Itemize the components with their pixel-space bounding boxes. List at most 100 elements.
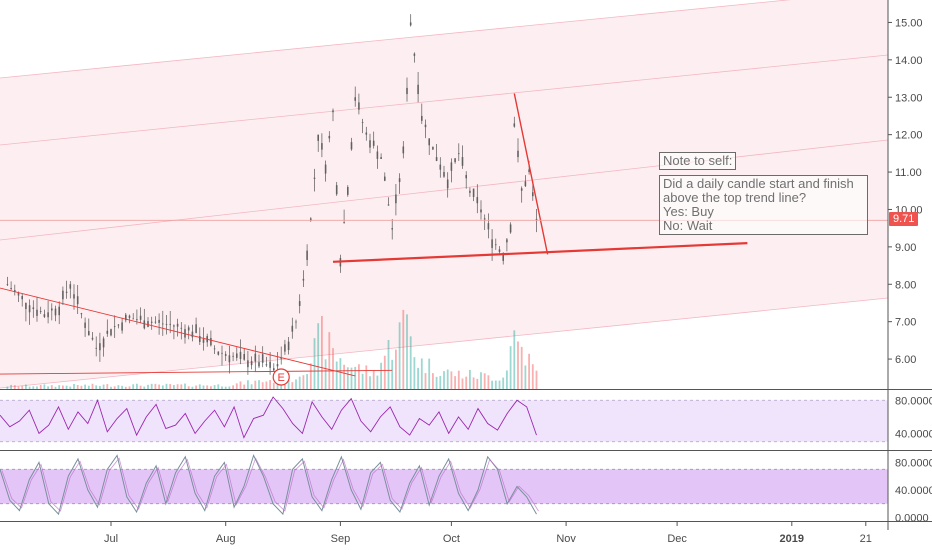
channel-line-2 [0, 139, 889, 241]
candle-body [298, 301, 301, 306]
candle-body [239, 351, 242, 360]
candle-body [25, 302, 27, 310]
support-trend-line [332, 242, 748, 263]
time-tick-label: Jul [104, 533, 118, 545]
volume-bar [272, 382, 275, 389]
time-tick-label: Nov [556, 533, 576, 545]
volume-bar [235, 383, 238, 389]
price-tick-label: 12.00 [895, 130, 923, 142]
candle-body [321, 143, 323, 150]
volume-bar [10, 384, 12, 389]
candle-body [354, 97, 356, 101]
price-tick-label: 11.00 [895, 167, 922, 179]
volume-bar [280, 382, 283, 389]
candle-body [125, 314, 127, 321]
stochastic-k-line [0, 454, 537, 516]
volume-bar [306, 374, 308, 389]
price-tick-label: 13.00 [895, 92, 923, 104]
candle-body [306, 250, 308, 260]
volume-bar [483, 373, 486, 389]
candle-body [369, 140, 371, 148]
volume-bar [13, 385, 16, 389]
candle-body [532, 192, 534, 197]
volume-bar [365, 365, 368, 389]
volume-bar [358, 364, 360, 389]
volume-bar [17, 386, 20, 389]
note-body[interactable]: Did a daily candle start and finish abov… [659, 175, 868, 235]
time-tick-label: 2019 [780, 533, 804, 545]
volume-bar [428, 358, 431, 389]
price-tick-label: 14.00 [895, 55, 923, 67]
volume-bar [354, 366, 357, 389]
candle-body [524, 181, 527, 187]
volume-bar [80, 385, 83, 389]
volume-bar [517, 341, 519, 389]
candle-body [472, 188, 475, 197]
volume-bar [224, 386, 227, 389]
volume-bar [494, 380, 497, 389]
last-price-tag: 9.71 [889, 212, 919, 226]
flat-support-line [0, 369, 393, 375]
volume-bar [32, 386, 35, 389]
volume-bar [372, 370, 375, 389]
volume-bar [524, 365, 527, 389]
candle-body [88, 331, 90, 336]
candle-body [435, 157, 438, 161]
volume-bar [398, 322, 401, 389]
candle-body [250, 360, 253, 366]
volume-bar [339, 358, 342, 389]
volume-bar [476, 378, 479, 389]
volume-bar [457, 370, 460, 389]
volume-bar [472, 377, 475, 389]
time-tick-label: Oct [443, 533, 460, 545]
time-tick-label: Sep [331, 533, 351, 545]
candle-body [117, 324, 120, 326]
volume-bar [498, 380, 501, 389]
candle-body [506, 239, 508, 243]
volume-bar [87, 385, 90, 389]
candle-body [221, 352, 223, 354]
candle-body [136, 319, 138, 321]
candle-body [43, 314, 46, 317]
time-tick-label: Aug [216, 533, 236, 545]
note-title[interactable]: Note to self: [659, 152, 737, 170]
candle-body [110, 329, 112, 336]
candle-body [324, 164, 327, 174]
candle-body [295, 321, 297, 323]
candle-body [258, 362, 260, 367]
volume-bar [154, 383, 157, 389]
candle-body [502, 254, 504, 261]
candle-body [247, 360, 249, 368]
volume-bar [309, 363, 312, 389]
candle-body [343, 222, 345, 223]
volume-bar [73, 383, 75, 389]
volume-bar [232, 385, 234, 389]
volume-bar [143, 386, 146, 389]
candle-body [180, 327, 183, 329]
candle-body [162, 323, 164, 325]
stochastic-panel [0, 454, 888, 516]
volume-bar [239, 381, 242, 389]
volume-bar [287, 373, 290, 389]
volume-bar [169, 384, 172, 389]
candle-body [261, 354, 264, 363]
volume-bar [173, 384, 175, 389]
wedge-line [513, 93, 549, 255]
volume-bar [147, 384, 149, 389]
candle-body [380, 157, 382, 160]
time-tick-label: Dec [667, 533, 687, 545]
candle-body [273, 368, 275, 371]
price-tick-label: 7.00 [895, 317, 916, 329]
volume-bar [491, 380, 493, 389]
earnings-marker-icon [272, 368, 290, 386]
candle-body [443, 172, 445, 177]
volume-bar [113, 386, 116, 389]
volume-bar [454, 376, 456, 389]
volume-bar [324, 359, 327, 389]
candle-body [424, 124, 427, 128]
volume-bar [450, 371, 453, 389]
volume-bar [95, 385, 98, 389]
candle-body [84, 322, 86, 328]
candle-body [517, 150, 519, 158]
